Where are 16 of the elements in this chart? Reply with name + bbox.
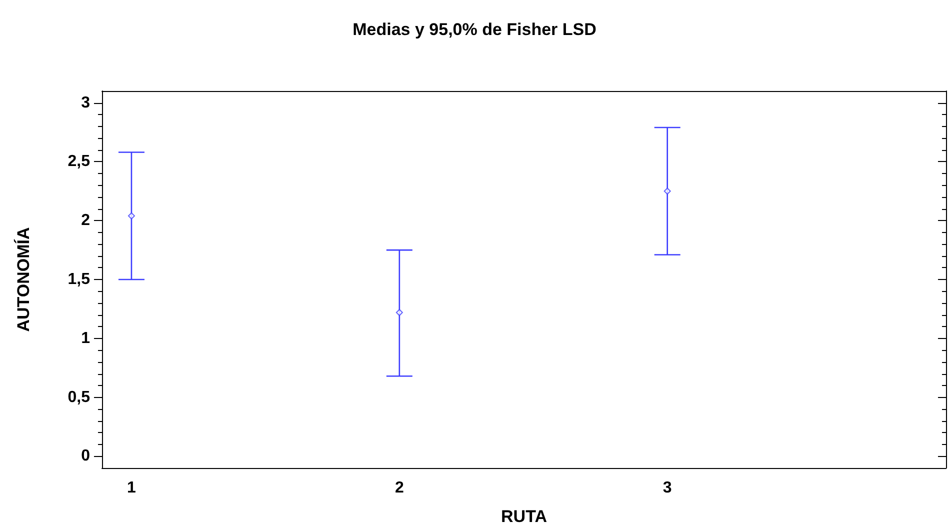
y-tick-label: 2,5 (68, 153, 90, 170)
y-tick-label: 2 (81, 212, 90, 230)
point (396, 308, 403, 316)
y-tick-label: 1,5 (68, 271, 90, 288)
chart-title: Medias y 95,0% de Fisher LSD (352, 20, 596, 39)
y-axis-title: AUTONOMÍA (13, 227, 33, 332)
y-tick-label: 3 (81, 94, 90, 112)
y-tick-label: 0 (81, 448, 90, 465)
x-tick-label: 1 (127, 480, 136, 496)
x-tick-label: 2 (394, 480, 404, 496)
point (664, 188, 671, 195)
x-axis-title: RUTA (501, 507, 547, 526)
y-tick-label: 0,5 (68, 388, 90, 406)
x-tick-label: 3 (662, 480, 672, 496)
y-tick-label: 1 (81, 330, 90, 347)
point (128, 212, 135, 220)
